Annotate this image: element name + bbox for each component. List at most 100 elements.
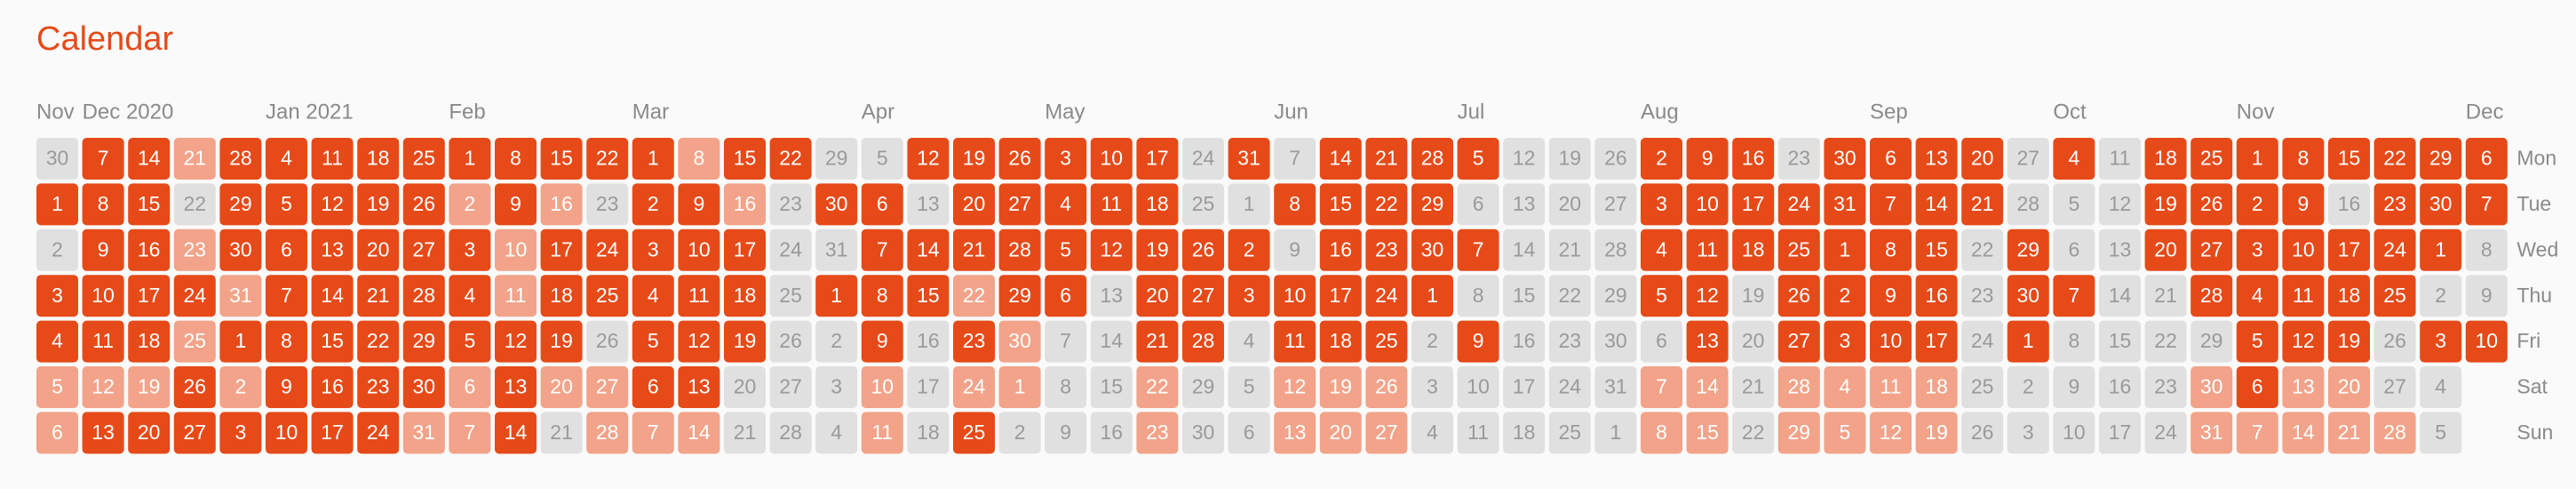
day-cell xyxy=(2420,320,2462,363)
day-cell xyxy=(128,412,171,454)
day-number: 27 xyxy=(2200,237,2223,261)
day-cell xyxy=(402,366,445,408)
day-cell xyxy=(311,138,354,180)
day-cell xyxy=(1594,366,1637,408)
day-number: 15 xyxy=(321,329,344,352)
day-cell xyxy=(1961,138,2004,180)
day-number: 20 xyxy=(963,192,986,215)
day-number: 6 xyxy=(2481,147,2493,170)
day-cell xyxy=(266,412,307,454)
day-number: 11 xyxy=(2293,284,2314,307)
day-number: 24 xyxy=(596,237,619,261)
day-cell xyxy=(2465,275,2508,317)
day-cell xyxy=(2328,366,2370,408)
day-cell xyxy=(907,183,950,226)
day-number: 15 xyxy=(1330,192,1353,215)
day-number: 6 xyxy=(1885,147,1896,170)
day-cell xyxy=(449,183,491,226)
day-number: 19 xyxy=(2338,329,2361,352)
day-number: 29 xyxy=(2429,147,2453,170)
day-number: 5 xyxy=(1473,147,1484,170)
day-cell xyxy=(1090,275,1133,317)
day-cell xyxy=(632,320,674,363)
day-number: 13 xyxy=(321,237,344,261)
day-number: 24 xyxy=(2154,421,2177,444)
day-cell xyxy=(815,228,858,271)
day-cell xyxy=(1641,275,1682,317)
day-cell xyxy=(2099,228,2141,271)
day-cell xyxy=(82,366,124,408)
day-cell xyxy=(2465,320,2508,363)
day-number: 20 xyxy=(2154,237,2177,261)
day-number: 9 xyxy=(1289,237,1300,261)
day-number: 5 xyxy=(648,329,659,352)
day-cell xyxy=(1274,412,1316,454)
day-number: 11 xyxy=(1101,192,1122,215)
day-number: 23 xyxy=(1788,147,1811,170)
day-cell xyxy=(2282,366,2325,408)
day-cell xyxy=(402,228,445,271)
day-cell xyxy=(1457,366,1499,408)
day-cell xyxy=(1274,228,1316,271)
day-cell xyxy=(2420,275,2462,317)
day-cell xyxy=(82,138,124,180)
day-number: 9 xyxy=(694,192,705,215)
day-number: 6 xyxy=(1060,284,1071,307)
day-cell xyxy=(1457,412,1499,454)
day-number: 17 xyxy=(1742,192,1765,215)
day-number: 7 xyxy=(465,421,476,444)
day-cell xyxy=(128,228,171,271)
day-cell xyxy=(678,320,720,363)
day-cell xyxy=(2190,366,2233,408)
day-cell xyxy=(357,138,400,180)
day-cell xyxy=(1915,412,1958,454)
day-cell xyxy=(1274,320,1316,363)
day-cell xyxy=(724,320,766,363)
day-number: 18 xyxy=(1330,329,1353,352)
day-number: 7 xyxy=(2069,284,2080,307)
day-cell xyxy=(2373,320,2416,363)
day-cell xyxy=(953,228,995,271)
day-number: 4 xyxy=(831,421,842,444)
day-number: 9 xyxy=(1060,421,1071,444)
day-number: 5 xyxy=(1244,375,1255,398)
month-label: Dec xyxy=(2466,100,2504,124)
day-cell xyxy=(2282,412,2325,454)
day-cell xyxy=(632,228,674,271)
day-number: 15 xyxy=(550,147,573,170)
day-number: 12 xyxy=(1880,421,1903,444)
day-cell xyxy=(128,320,171,363)
day-number: 2 xyxy=(465,192,476,215)
day-cell xyxy=(2053,183,2095,226)
day-number: 22 xyxy=(596,147,619,170)
day-cell xyxy=(128,183,171,226)
day-number: 24 xyxy=(1375,284,1398,307)
day-cell xyxy=(311,366,354,408)
day-cell xyxy=(998,275,1041,317)
day-number: 17 xyxy=(1513,375,1536,398)
day-number: 6 xyxy=(2069,237,2080,261)
day-number: 2 xyxy=(2023,375,2034,398)
day-cell xyxy=(1641,366,1682,408)
day-cell xyxy=(1228,366,1270,408)
day-number: 8 xyxy=(2298,147,2310,170)
day-cell xyxy=(402,412,445,454)
day-cell xyxy=(1961,320,2004,363)
day-cell xyxy=(815,138,858,180)
day-number: 15 xyxy=(2338,147,2361,170)
day-cell xyxy=(2328,275,2370,317)
day-number: 29 xyxy=(413,329,436,352)
day-number: 25 xyxy=(2200,147,2223,170)
day-number: 3 xyxy=(465,237,476,261)
day-number: 28 xyxy=(1788,375,1811,398)
day-cell xyxy=(173,412,216,454)
day-number: 13 xyxy=(1513,192,1536,215)
day-number: 21 xyxy=(550,421,573,444)
day-cell xyxy=(1090,183,1133,226)
day-cell xyxy=(1641,183,1682,226)
day-cell xyxy=(1228,412,1270,454)
day-cell xyxy=(2007,275,2049,317)
day-cell xyxy=(82,183,124,226)
day-cell xyxy=(357,412,400,454)
day-number: 26 xyxy=(1192,237,1215,261)
